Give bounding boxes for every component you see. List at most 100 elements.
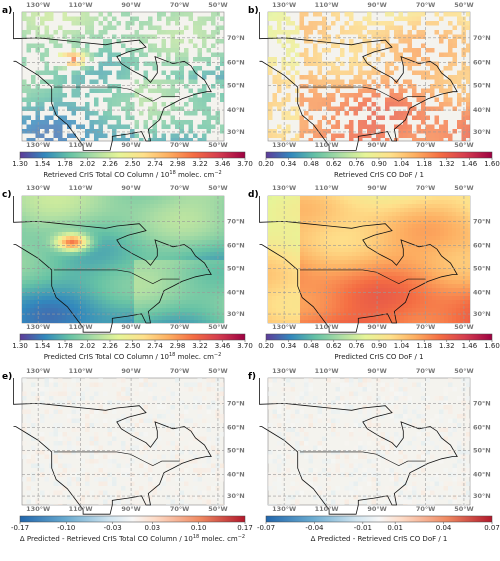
field-cell: [440, 316, 444, 320]
field-cell: [412, 308, 416, 312]
field-cell: [292, 276, 296, 280]
field-cell: [428, 232, 432, 236]
field-cell: [316, 232, 320, 236]
field-cell: [102, 240, 106, 244]
field-cell: [150, 232, 154, 236]
field-cell: [98, 200, 102, 204]
field-cell: [304, 57, 309, 62]
field-cell: [356, 280, 360, 284]
field-cell: [389, 102, 394, 107]
field-cell: [152, 396, 157, 401]
field-cell: [22, 84, 27, 89]
field-cell: [428, 196, 432, 200]
field-cell: [372, 284, 376, 288]
field-cell: [182, 196, 186, 200]
field-cell: [78, 232, 82, 236]
field-cell: [398, 16, 403, 21]
field-cell: [211, 382, 216, 387]
field-cell: [170, 39, 175, 44]
field-cell: [198, 252, 202, 256]
field-cell: [54, 284, 58, 288]
field-cell: [412, 204, 416, 208]
field-cell: [71, 111, 76, 116]
field-cell: [86, 236, 90, 240]
field-cell: [284, 276, 288, 280]
field-cell: [340, 244, 344, 248]
lon-label: 110°W: [69, 184, 93, 192]
field-cell: [62, 256, 66, 260]
field-cell: [150, 200, 154, 204]
field-cell: [40, 97, 45, 102]
field-cell: [152, 400, 157, 405]
field-cell: [46, 320, 50, 323]
field-cell: [372, 252, 376, 256]
field-cell: [82, 304, 86, 308]
field-cell: [464, 244, 468, 248]
field-cell: [46, 300, 50, 304]
field-cell: [94, 264, 98, 268]
field-cell: [193, 57, 198, 62]
field-cell: [138, 292, 142, 296]
field-cell: [468, 208, 470, 212]
field-cell: [360, 276, 364, 280]
field-cell: [134, 66, 139, 71]
field-cell: [436, 208, 440, 212]
colorbar-tick-label: 2.50: [125, 160, 141, 168]
field-cell: [324, 288, 328, 292]
field-cell: [464, 292, 468, 296]
field-cell: [214, 292, 218, 296]
field-cell: [412, 220, 416, 224]
field-cell: [461, 129, 466, 134]
lon-label: 110°W: [69, 323, 93, 331]
field-cell: [89, 57, 94, 62]
field-cell: [126, 308, 130, 312]
field-cell: [367, 43, 372, 48]
field-cell: [197, 102, 202, 107]
field-cell: [50, 204, 54, 208]
field-cell: [348, 320, 352, 323]
field-cell: [74, 320, 78, 323]
field-cell: [292, 300, 296, 304]
field-cell: [121, 12, 126, 17]
field-cell: [460, 268, 464, 272]
field-cell: [349, 61, 354, 66]
field-cell: [434, 70, 439, 75]
field-cell: [272, 228, 276, 232]
colorbar-tick-label: 0.76: [349, 342, 365, 350]
field-cell: [404, 244, 408, 248]
field-cell: [182, 276, 186, 280]
field-cell: [222, 264, 224, 268]
field-cell: [456, 232, 460, 236]
field-cell: [280, 252, 284, 256]
field-cell: [324, 284, 328, 288]
field-cell: [464, 320, 468, 323]
field-cell: [214, 240, 218, 244]
field-cell: [448, 244, 452, 248]
field-cell: [114, 288, 118, 292]
field-cell: [464, 256, 468, 260]
field-cell: [134, 16, 139, 21]
field-cell: [384, 212, 388, 216]
field-cell: [392, 204, 396, 208]
field-cell: [320, 196, 324, 200]
field-cell: [313, 43, 318, 48]
field-cell: [407, 129, 412, 134]
field-cell: [304, 232, 308, 236]
field-cell: [66, 228, 70, 232]
field-cell: [324, 256, 328, 260]
field-cell: [31, 79, 36, 84]
field-cell: [296, 256, 300, 260]
field-cell: [385, 34, 390, 39]
field-cell: [392, 316, 396, 320]
field-cell: [324, 248, 328, 252]
field-cell: [440, 260, 444, 264]
field-cell: [452, 316, 456, 320]
field-cell: [272, 316, 276, 320]
field-cell: [376, 268, 380, 272]
field-cell: [424, 292, 428, 296]
field-cell: [114, 280, 118, 284]
field-cell: [158, 228, 162, 232]
field-cell: [54, 216, 58, 220]
field-cell: [416, 264, 420, 268]
field-cell: [376, 284, 380, 288]
